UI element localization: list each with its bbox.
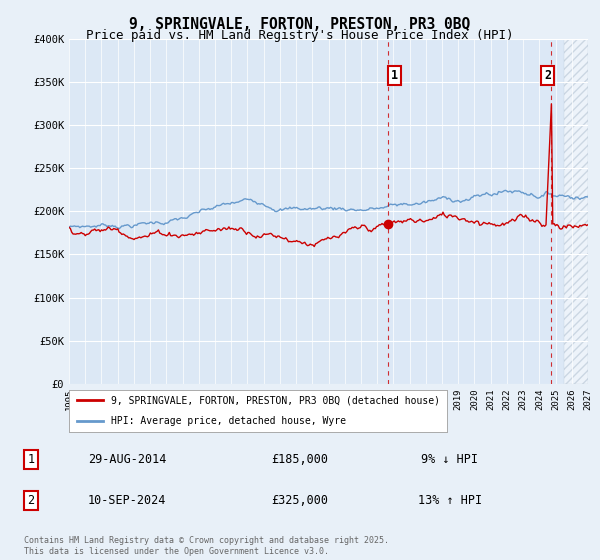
Text: 10-SEP-2024: 10-SEP-2024 [88,494,166,507]
Text: 9% ↓ HPI: 9% ↓ HPI [421,453,478,466]
Text: 13% ↑ HPI: 13% ↑ HPI [418,494,482,507]
Text: £325,000: £325,000 [271,494,329,507]
Text: HPI: Average price, detached house, Wyre: HPI: Average price, detached house, Wyre [110,417,346,426]
Text: 9, SPRINGVALE, FORTON, PRESTON, PR3 0BQ (detached house): 9, SPRINGVALE, FORTON, PRESTON, PR3 0BQ … [110,395,440,405]
Text: £185,000: £185,000 [271,453,329,466]
Text: 29-AUG-2014: 29-AUG-2014 [88,453,166,466]
Text: 1: 1 [28,453,35,466]
Text: 2: 2 [28,494,35,507]
Text: 2: 2 [544,69,551,82]
Text: 9, SPRINGVALE, FORTON, PRESTON, PR3 0BQ: 9, SPRINGVALE, FORTON, PRESTON, PR3 0BQ [130,17,470,32]
Bar [563,39,588,384]
Bar [388,39,563,384]
Text: Contains HM Land Registry data © Crown copyright and database right 2025.
This d: Contains HM Land Registry data © Crown c… [24,536,389,556]
Text: Price paid vs. HM Land Registry's House Price Index (HPI): Price paid vs. HM Land Registry's House … [86,29,514,42]
Text: 1: 1 [391,69,398,82]
